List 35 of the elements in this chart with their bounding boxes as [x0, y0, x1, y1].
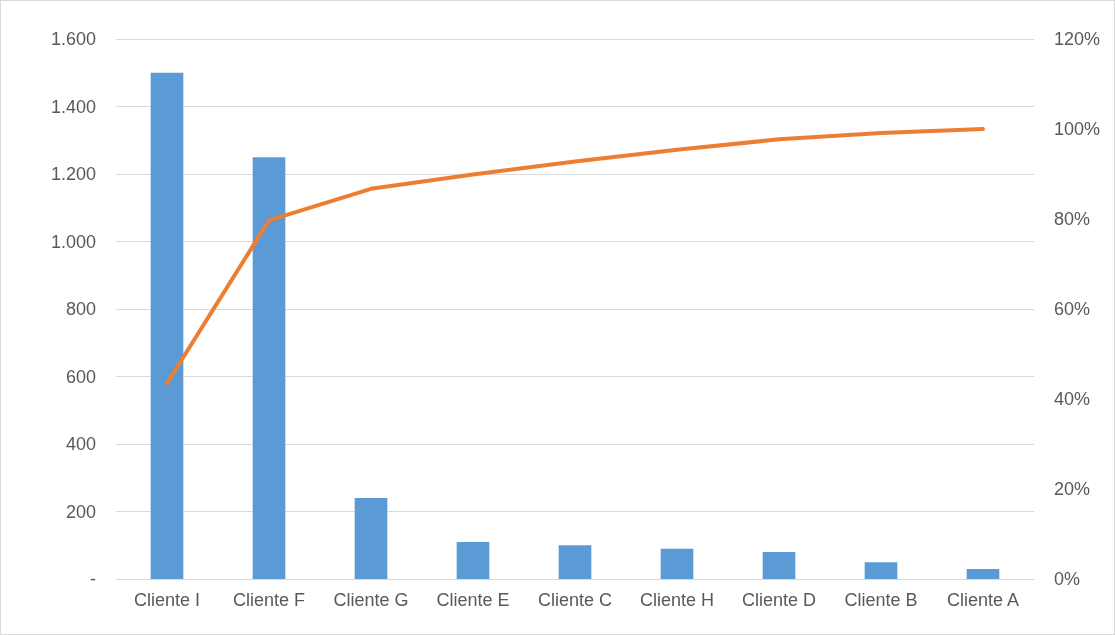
bar: [864, 562, 898, 579]
y2-tick-label: 60%: [1054, 299, 1091, 319]
y2-tick-label: 80%: [1054, 209, 1091, 229]
y2-tick-label: 0%: [1054, 569, 1081, 589]
bar: [354, 498, 388, 579]
x-tick-label: Cliente H: [639, 590, 715, 610]
x-tick-label: Cliente B: [844, 590, 918, 610]
x-tick-label: Cliente A: [946, 590, 1020, 610]
x-tick-label: Cliente F: [232, 590, 306, 610]
line-series: [165, 127, 985, 386]
y2-tick-label: 100%: [1054, 119, 1101, 139]
y-tick-label: 200: [65, 501, 96, 522]
y-tick-label: -: [90, 569, 96, 589]
y2-tick-label: 40%: [1054, 389, 1091, 409]
y-tick-label: 600: [65, 366, 96, 387]
x-tick-label: Cliente C: [537, 590, 613, 610]
bar: [150, 72, 184, 579]
x-tick-label: Cliente G: [333, 590, 409, 610]
bar: [558, 545, 592, 579]
y-tick-label: 400: [65, 434, 96, 454]
x-tick-label: Cliente I: [133, 590, 201, 610]
y-tick-label: 1.200: [50, 164, 96, 184]
bar: [762, 552, 796, 579]
bar: [660, 548, 694, 579]
y-tick-label: 800: [65, 299, 96, 319]
y-tick-label: 1.400: [50, 96, 96, 117]
y2-tick-label: 20%: [1054, 479, 1091, 499]
y-tick-label: 1.600: [50, 29, 96, 49]
x-tick-label: Cliente D: [741, 590, 817, 610]
y2-tick-label: 120%: [1054, 29, 1101, 49]
bar: [252, 157, 286, 579]
bar: [456, 541, 490, 579]
bar: [966, 568, 1000, 579]
y-tick-label: 1.000: [50, 231, 96, 252]
x-tick-label: Cliente E: [436, 590, 510, 610]
